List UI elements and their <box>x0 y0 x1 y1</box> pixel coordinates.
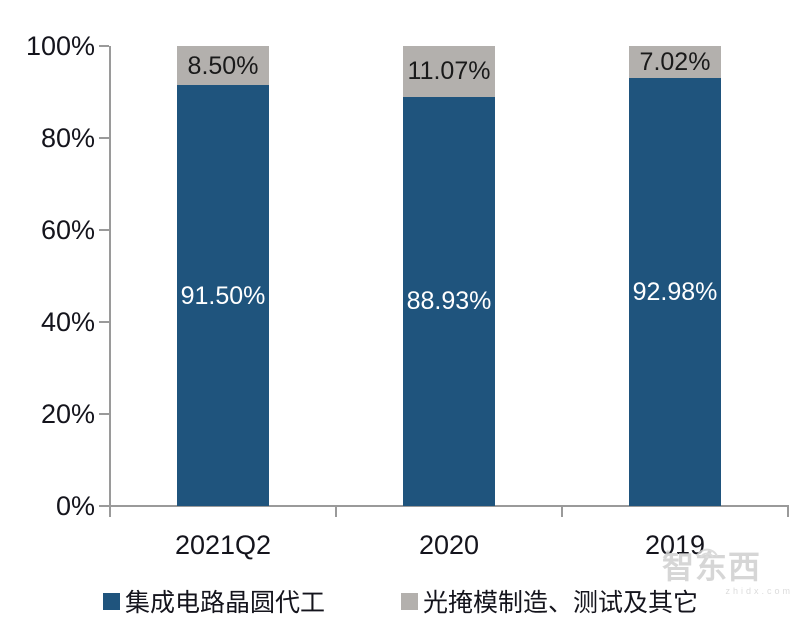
y-axis-line <box>109 46 111 517</box>
y-axis-tick <box>99 229 109 231</box>
bar-segment-foundry <box>629 78 721 506</box>
bar-segment-photomask <box>629 46 721 79</box>
x-axis-line <box>109 505 789 507</box>
legend-item-foundry: 集成电路晶圆代工 <box>103 583 325 619</box>
y-axis-label: 60% <box>40 215 95 245</box>
legend-label: 集成电路晶圆代工 <box>125 589 326 617</box>
x-axis-tick <box>787 506 789 517</box>
category-label: 2019 <box>644 530 706 560</box>
y-axis-label: 80% <box>40 123 95 153</box>
legend-item-photomask: 光掩模制造、测试及其它 <box>401 583 698 619</box>
legend-label: 光掩模制造、测试及其它 <box>423 589 699 617</box>
bar-segment-foundry <box>177 85 269 506</box>
y-axis-label: 40% <box>40 307 95 337</box>
y-axis-label: 20% <box>40 399 95 429</box>
y-axis-label: 0% <box>55 491 95 521</box>
category-label: 2021Q2 <box>174 530 272 560</box>
data-label: 11.07% <box>407 57 491 86</box>
data-label: 91.50% <box>180 281 266 310</box>
legend-swatch-gray <box>401 592 419 610</box>
y-axis-label: 100% <box>25 31 95 61</box>
y-axis-tick <box>99 137 109 139</box>
y-axis-tick <box>99 413 109 415</box>
x-axis-tick <box>109 506 111 517</box>
y-axis-tick <box>99 321 109 323</box>
bar-segment-photomask <box>177 46 269 86</box>
data-label: 88.93% <box>406 287 492 316</box>
bar-segment-photomask <box>403 46 495 97</box>
y-axis-tick <box>99 45 109 47</box>
bar-segment-foundry <box>403 96 495 506</box>
x-axis-tick <box>335 506 337 517</box>
legend-swatch-blue <box>103 592 120 610</box>
y-axis-tick <box>99 505 109 507</box>
x-axis-tick <box>561 506 563 517</box>
data-label: 92.98% <box>632 278 718 307</box>
category-label: 2020 <box>418 530 480 560</box>
data-label: 7.02% <box>639 48 711 77</box>
data-label: 8.50% <box>187 51 259 80</box>
legend: 集成电路晶圆代工 光掩模制造、测试及其它 <box>103 583 698 619</box>
